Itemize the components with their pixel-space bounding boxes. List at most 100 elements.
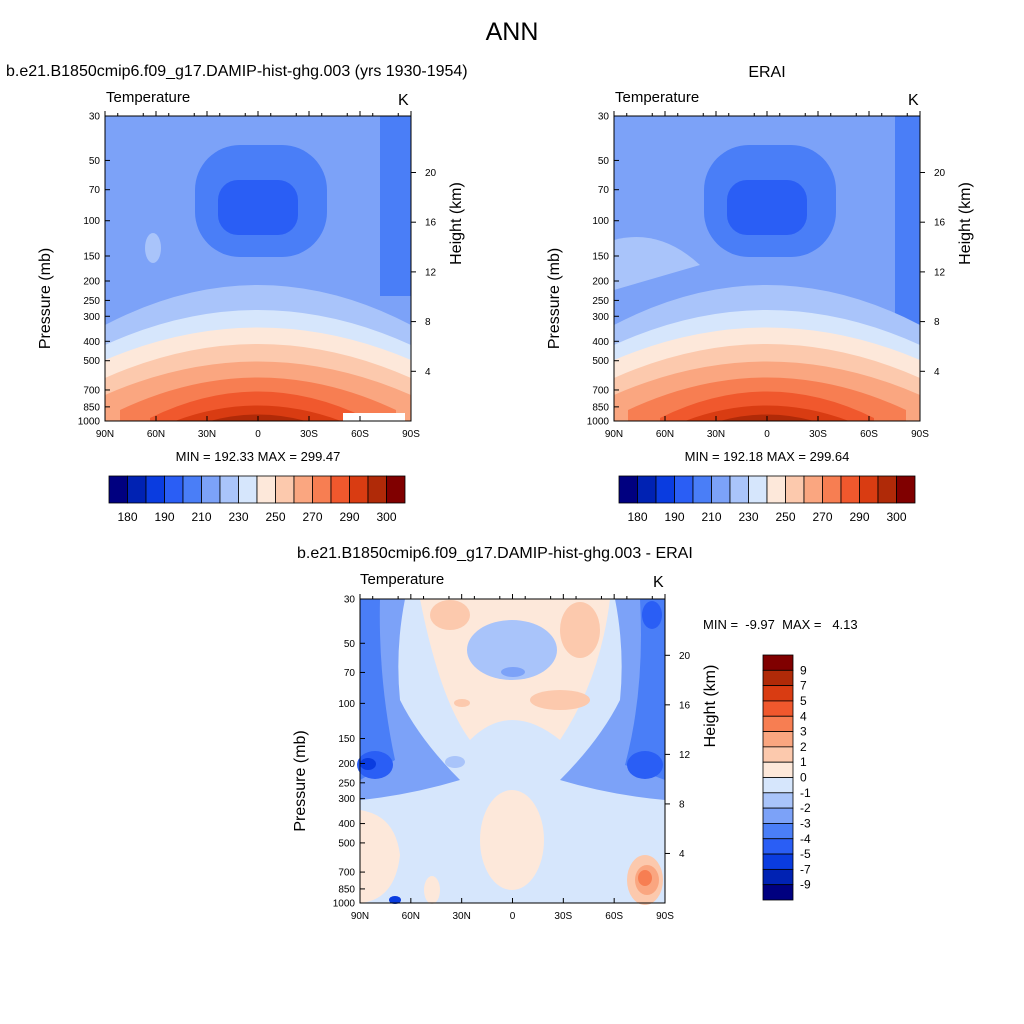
plot-right-pressure-tick-label: 30 — [598, 112, 610, 123]
plot-right-axes: 3050701001502002503004005007008501000481… — [546, 111, 974, 440]
colorbar-diff-swatch — [762, 715, 794, 732]
plot-left-pressure-tick-label: 1000 — [78, 417, 101, 428]
colorbar-left-label: 230 — [228, 510, 248, 524]
plot-diff-field — [357, 599, 665, 905]
plot-right-pressure-tick-label: 300 — [592, 312, 609, 323]
colorbar-diff-label: -7 — [800, 862, 811, 876]
plot-diff-pressure-tick-label: 850 — [338, 884, 355, 895]
main-title: ANN — [485, 18, 539, 46]
colorbar-left-swatch — [386, 475, 406, 504]
colorbar-diff-label: -2 — [800, 801, 811, 815]
colorbar-diff-swatch — [762, 868, 794, 886]
plot-diff-lat-tick-label: 30N — [452, 911, 470, 922]
plot-diff-height-tick-label: 4 — [679, 849, 685, 860]
plot-right-pressure-tick-label: 400 — [592, 337, 609, 348]
plot-left-pressure-tick-label: 200 — [83, 277, 100, 288]
plot-right-pressure-tick-label: 100 — [592, 216, 609, 227]
colorbar-left-label: 210 — [191, 510, 211, 524]
plot-diff-pressure-tick-label: 500 — [338, 838, 355, 849]
panel-right-minmax: MIN = 192.18 MAX = 299.64 — [684, 449, 850, 464]
plot-left-height-tick-label: 16 — [425, 218, 437, 229]
plot-diff-lat-tick-label: 90N — [351, 911, 369, 922]
plot-left-lat-tick-label: 90S — [402, 429, 420, 440]
colorbar-diff-label: 1 — [800, 755, 807, 769]
plot-right-height-tick-label: 12 — [934, 267, 946, 278]
colorbar-diff-swatch — [762, 884, 794, 901]
plot-left-ylabel-right: Height (km) — [448, 182, 465, 265]
panel-diff-minmax: MIN = -9.97 MAX = 4.13 — [703, 617, 858, 632]
plot-diff-height-tick-label: 16 — [679, 700, 691, 711]
plot-diff-lat-tick-label: 60S — [605, 911, 623, 922]
plot-right-lat-tick-label: 0 — [764, 429, 770, 440]
colorbar-right-label: 250 — [775, 510, 795, 524]
plot-left-lat-tick-label: 30S — [300, 429, 318, 440]
plot-diff-ylabel: Pressure (mb) — [292, 730, 309, 831]
plot-right-lat-tick-label: 90S — [911, 429, 929, 440]
colorbar-right-label: 190 — [664, 510, 684, 524]
plot-right-pressure-tick-label: 250 — [592, 296, 609, 307]
plot-right-pressure-tick-label: 50 — [598, 156, 610, 167]
plot-right-height-tick-label: 8 — [934, 317, 940, 328]
plot-diff-lat-tick-label: 90S — [656, 911, 674, 922]
panel-left-minmax: MIN = 192.33 MAX = 299.47 — [175, 449, 341, 464]
panel-right-title: ERAI — [748, 64, 786, 81]
plot-diff-lat-tick-label: 0 — [510, 911, 516, 922]
plot-right-height-tick-label: 20 — [934, 168, 946, 179]
colorbar-diff-swatch — [762, 807, 794, 824]
colorbar-diff-swatch — [762, 669, 794, 687]
colorbar-diff-swatch — [762, 746, 794, 763]
plot-right-pressure-tick-label: 1000 — [587, 417, 610, 428]
plot-left-height-tick-label: 4 — [425, 367, 431, 378]
plot-left-lat-tick-label: 60N — [147, 429, 165, 440]
plot-diff-pressure-tick-label: 70 — [344, 668, 356, 679]
colorbar-diff-label: 7 — [800, 679, 807, 693]
plot-left-lat-tick-label: 90N — [96, 429, 114, 440]
plot-left-pressure-tick-label: 500 — [83, 356, 100, 367]
plot-right-lat-tick-label: 90N — [605, 429, 623, 440]
panel-diff-unit: K — [653, 574, 664, 591]
plot-right-height-tick-label: 16 — [934, 218, 946, 229]
colorbar-right-label: 210 — [701, 510, 721, 524]
plot-diff-ylabel-right: Height (km) — [702, 665, 719, 748]
plot-right-lat-tick-label: 60S — [860, 429, 878, 440]
plot-left-ylabel: Pressure (mb) — [37, 248, 54, 349]
colorbar-diff-label: 9 — [800, 663, 807, 677]
plot-diff-pressure-tick-label: 300 — [338, 794, 355, 805]
colorbar-left-label: 250 — [265, 510, 285, 524]
colorbar-diff-swatch — [762, 700, 794, 717]
panel-right-unit: K — [908, 92, 919, 109]
plot-diff-lat-tick-label: 60N — [402, 911, 420, 922]
colorbar-diff-label: 4 — [800, 709, 807, 723]
colorbar-right-label: 300 — [886, 510, 906, 524]
panel-right-variable: Temperature — [615, 89, 700, 106]
colorbar-left-label: 190 — [154, 510, 174, 524]
plot-left-height-tick-label: 12 — [425, 267, 437, 278]
plot-diff-pressure-tick-label: 1000 — [333, 899, 356, 910]
plot-right-pressure-tick-label: 200 — [592, 277, 609, 288]
plot-diff-pressure-tick-label: 200 — [338, 759, 355, 770]
colorbar-diff-label: 5 — [800, 694, 807, 708]
colorbar-diff-swatch — [762, 823, 794, 840]
plot-diff-height-tick-label: 8 — [679, 799, 685, 810]
colorbar-diff-label: -4 — [800, 832, 811, 846]
plot-diff-height-tick-label: 20 — [679, 651, 691, 662]
colorbar-left-label: 300 — [376, 510, 396, 524]
plot-left-lat-tick-label: 60S — [351, 429, 369, 440]
panel-left-variable: Temperature — [106, 89, 191, 106]
plot-left-pressure-tick-label: 250 — [83, 296, 100, 307]
colorbar-left-label: 290 — [339, 510, 359, 524]
colorbar-diff-label: -5 — [800, 847, 811, 861]
plot-left-field — [105, 116, 411, 421]
panel-diff-variable: Temperature — [360, 571, 445, 588]
plot-left-lat-tick-label: 30N — [198, 429, 216, 440]
plot-left-pressure-tick-label: 850 — [83, 402, 100, 413]
plot-right-field — [614, 116, 920, 421]
plot-right-lat-tick-label: 30S — [809, 429, 827, 440]
colorbar-diff-label: 3 — [800, 725, 807, 739]
colorbar-diff-label: -3 — [800, 816, 811, 830]
colorbar-right-label: 230 — [738, 510, 758, 524]
colorbar-right-label: 270 — [812, 510, 832, 524]
